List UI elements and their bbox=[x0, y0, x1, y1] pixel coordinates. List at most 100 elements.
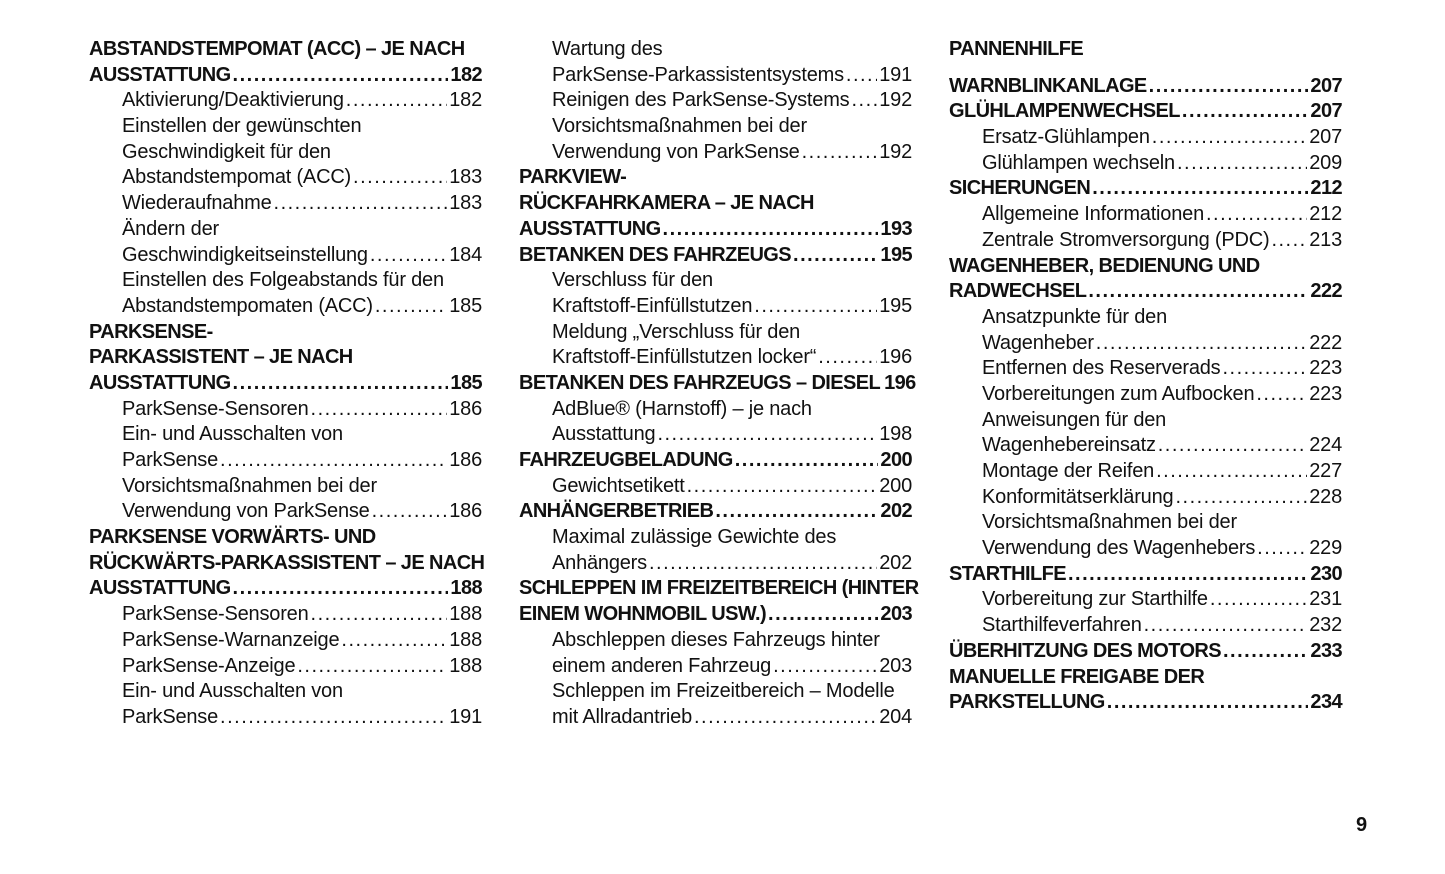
toc-sub-entry[interactable]: ParkSense-Sensoren 186 bbox=[89, 397, 482, 423]
entry-page: 223 bbox=[1309, 357, 1342, 380]
entry-page: 223 bbox=[1309, 382, 1342, 405]
entry-title: Meldung „Verschluss für den bbox=[552, 320, 801, 343]
toc-sub-entry[interactable]: Ein- und Ausschalten von ParkSense 186 bbox=[89, 422, 482, 473]
dot-leader bbox=[311, 602, 448, 628]
toc-sub-entry[interactable]: Glühlampen wechseln 209 bbox=[949, 151, 1342, 177]
entry-line: Ansatzpunkte für den bbox=[949, 305, 1342, 331]
toc-heading-entry[interactable]: WARNBLINKANLAGE 207 bbox=[949, 74, 1343, 100]
entry-title: Ein- und Ausschalten von bbox=[122, 423, 343, 446]
toc-heading-entry[interactable]: PANNENHILFE bbox=[949, 37, 1342, 63]
entry-title: STARTHILFE bbox=[949, 562, 1067, 585]
dot-leader bbox=[735, 448, 879, 474]
toc-sub-entry[interactable]: ParkSense-Anzeige 188 bbox=[89, 654, 482, 680]
toc-heading-entry[interactable]: MANUELLE FREIGABE DER PARKSTELLUNG 234 bbox=[949, 665, 1343, 716]
toc-heading-entry[interactable]: ÜBERHITZUNG DES MOTORS 233 bbox=[949, 639, 1343, 665]
toc-sub-entry[interactable]: Vorbereitung zur Starthilfe 231 bbox=[949, 587, 1342, 613]
dot-leader bbox=[1096, 331, 1307, 357]
toc-sub-entry[interactable]: Montage der Reifen 227 bbox=[949, 459, 1342, 485]
toc-sub-entry[interactable]: Aktivierung/Deaktivierung 182 bbox=[89, 88, 482, 114]
entry-line: Verwendung von ParkSense 186 bbox=[89, 499, 482, 525]
toc-sub-entry[interactable]: Starthilfeverfahren 232 bbox=[949, 613, 1342, 639]
toc-sub-entry[interactable]: Konformitätserklärung 228 bbox=[949, 485, 1342, 511]
toc-sub-entry[interactable]: Verschluss für den Kraftstoff-Einfüllstut… bbox=[519, 268, 912, 319]
entry-page: 185 bbox=[449, 294, 482, 317]
toc-sub-entry[interactable]: Allgemeine Informationen 212 bbox=[949, 202, 1342, 228]
toc-sub-entry[interactable]: Meldung „Verschluss für den Kraftstoff-Ei… bbox=[519, 320, 912, 371]
toc-heading-entry[interactable]: ANHÄNGERBETRIEB 202 bbox=[519, 499, 913, 525]
entry-line: SCHLEPPEN IM FREIZEITBEREICH (HINTER bbox=[519, 576, 919, 602]
dot-leader bbox=[663, 217, 879, 243]
entry-title: Vorbereitung zur Starthilfe bbox=[982, 588, 1208, 611]
entry-line: PARKVIEW- bbox=[519, 165, 912, 191]
entry-page: 184 bbox=[449, 243, 482, 266]
entry-page: 212 bbox=[1309, 203, 1342, 226]
entry-title: ParkSense-Parkassistentsystems bbox=[552, 63, 844, 86]
entry-line: Kraftstoff-Einfüllstutzen locker“ 196 bbox=[519, 345, 912, 371]
entry-line: ParkSense-Warnanzeige 188 bbox=[89, 628, 482, 654]
dot-leader bbox=[818, 345, 877, 371]
entry-title: ABSTANDSTEMPOMAT (ACC) – JE NACH bbox=[89, 38, 465, 60]
toc-sub-entry[interactable]: Wartung des ParkSense-Parkassistentsystem… bbox=[519, 37, 912, 88]
entry-line: PARKSENSE VORWÄRTS- UND bbox=[89, 525, 482, 551]
toc-heading-entry[interactable]: SICHERUNGEN 212 bbox=[949, 176, 1343, 202]
toc-sub-entry[interactable]: Ansatzpunkte für den Wagenheber 222 bbox=[949, 305, 1342, 356]
toc-sub-entry[interactable]: Schleppen im Freizeitbereich – Modelle mi… bbox=[519, 679, 912, 730]
entry-line: AUSSTATTUNG 193 bbox=[519, 217, 913, 243]
toc-heading-entry[interactable]: ABSTANDSTEMPOMAT (ACC) – JE NACH AUSSTATT… bbox=[89, 37, 483, 88]
entry-page: 200 bbox=[880, 449, 912, 471]
entry-title: AUSSTATTUNG bbox=[89, 577, 231, 600]
toc-heading-entry[interactable]: FAHRZEUGBELADUNG 200 bbox=[519, 448, 913, 474]
toc-sub-entry[interactable]: Einstellen des Folgeabstands für den Abst… bbox=[89, 268, 482, 319]
toc-heading-entry[interactable]: GLÜHLAMPENWECHSEL 207 bbox=[949, 99, 1343, 125]
toc-sub-entry[interactable]: Vorsichtsmaßnahmen bei der Verwendung des… bbox=[949, 510, 1342, 561]
entry-line: Abstandstempomaten (ACC) 185 bbox=[89, 294, 482, 320]
dot-leader bbox=[346, 88, 447, 114]
dot-leader bbox=[1177, 151, 1307, 177]
entry-title: Ersatz-Glühlampen bbox=[982, 126, 1150, 149]
dot-leader bbox=[341, 628, 447, 654]
toc-heading-entry[interactable]: STARTHILFE 230 bbox=[949, 562, 1343, 588]
toc-sub-entry[interactable]: ParkSense-Sensoren 188 bbox=[89, 602, 482, 628]
dot-leader bbox=[1223, 639, 1308, 665]
toc-sub-entry[interactable]: ParkSense-Warnanzeige 188 bbox=[89, 628, 482, 654]
toc-sub-entry[interactable]: Ersatz-Glühlampen 207 bbox=[949, 125, 1342, 151]
toc-heading-entry[interactable]: BETANKEN DES FAHRZEUGS 195 bbox=[519, 243, 913, 269]
entry-line: Starthilfeverfahren 232 bbox=[949, 613, 1342, 639]
entry-title: AdBlue® (Harnstoff) – je nach bbox=[552, 397, 812, 420]
entry-line: Abschleppen dieses Fahrzeugs hinter bbox=[519, 628, 912, 654]
entry-page: 204 bbox=[879, 705, 912, 728]
toc-sub-entry[interactable]: Entfernen des Reserverads 223 bbox=[949, 356, 1342, 382]
entry-title: Gewichtsetikett bbox=[552, 474, 685, 497]
entry-line: Ändern der bbox=[89, 217, 482, 243]
entry-title: WARNBLINKANLAGE bbox=[949, 74, 1147, 97]
toc-heading-entry[interactable]: BETANKEN DES FAHRZEUGS – DIESEL 196 bbox=[519, 371, 916, 397]
entry-line: SICHERUNGEN 212 bbox=[949, 176, 1343, 202]
toc-sub-entry[interactable]: Anweisungen für den Wagenhebereinsatz 224 bbox=[949, 408, 1342, 459]
toc-sub-entry[interactable]: AdBlue® (Harnstoff) – je nach Ausstattung… bbox=[519, 397, 912, 448]
toc-sub-entry[interactable]: Reinigen des ParkSense-Systems 192 bbox=[519, 88, 912, 114]
entry-line: RADWECHSEL 222 bbox=[949, 279, 1343, 305]
toc-heading-entry[interactable]: PARKVIEW- RÜCKFAHRKAMERA – JE NACH AUSSTAT… bbox=[519, 165, 913, 243]
entry-title: Allgemeine Informationen bbox=[982, 203, 1204, 226]
toc-heading-entry[interactable]: WAGENHEBER, BEDIENUNG UND RADWECHSEL 222 bbox=[949, 254, 1343, 305]
entry-page: 183 bbox=[449, 192, 482, 215]
toc-sub-entry[interactable]: Wiederaufnahme 183 bbox=[89, 191, 482, 217]
entry-title: Wagenheber bbox=[982, 331, 1094, 354]
toc-sub-entry[interactable]: Zentrale Stromversorgung (PDC) 213 bbox=[949, 228, 1342, 254]
toc-sub-entry[interactable]: Vorsichtsmaßnahmen bei der Verwendung von… bbox=[519, 114, 912, 165]
toc-sub-entry[interactable]: Einstellen der gewünschten Geschwindigkei… bbox=[89, 114, 482, 191]
toc-sub-entry[interactable]: Vorbereitungen zum Aufbocken 223 bbox=[949, 382, 1342, 408]
entry-line: Allgemeine Informationen 212 bbox=[949, 202, 1342, 228]
dot-leader bbox=[754, 294, 877, 320]
toc-heading-entry[interactable]: PARKSENSE- PARKASSISTENT – JE NACH AUSSTAT… bbox=[89, 320, 483, 397]
toc-heading-entry[interactable]: SCHLEPPEN IM FREIZEITBEREICH (HINTER EINE… bbox=[519, 576, 919, 627]
dot-leader bbox=[846, 63, 877, 89]
entry-line: PARKSTELLUNG 234 bbox=[949, 690, 1343, 716]
toc-heading-entry[interactable]: PARKSENSE VORWÄRTS- UND RÜCKWÄRTS-PARKASS… bbox=[89, 525, 485, 602]
toc-sub-entry[interactable]: Ändern der Geschwindigkeitseinstellung 184 bbox=[89, 217, 482, 268]
toc-sub-entry[interactable]: Gewichtsetikett 200 bbox=[519, 474, 912, 500]
toc-sub-entry[interactable]: Abschleppen dieses Fahrzeugs hinter einem… bbox=[519, 628, 912, 679]
toc-sub-entry[interactable]: Vorsichtsmaßnahmen bei der Verwendung von… bbox=[89, 474, 482, 525]
